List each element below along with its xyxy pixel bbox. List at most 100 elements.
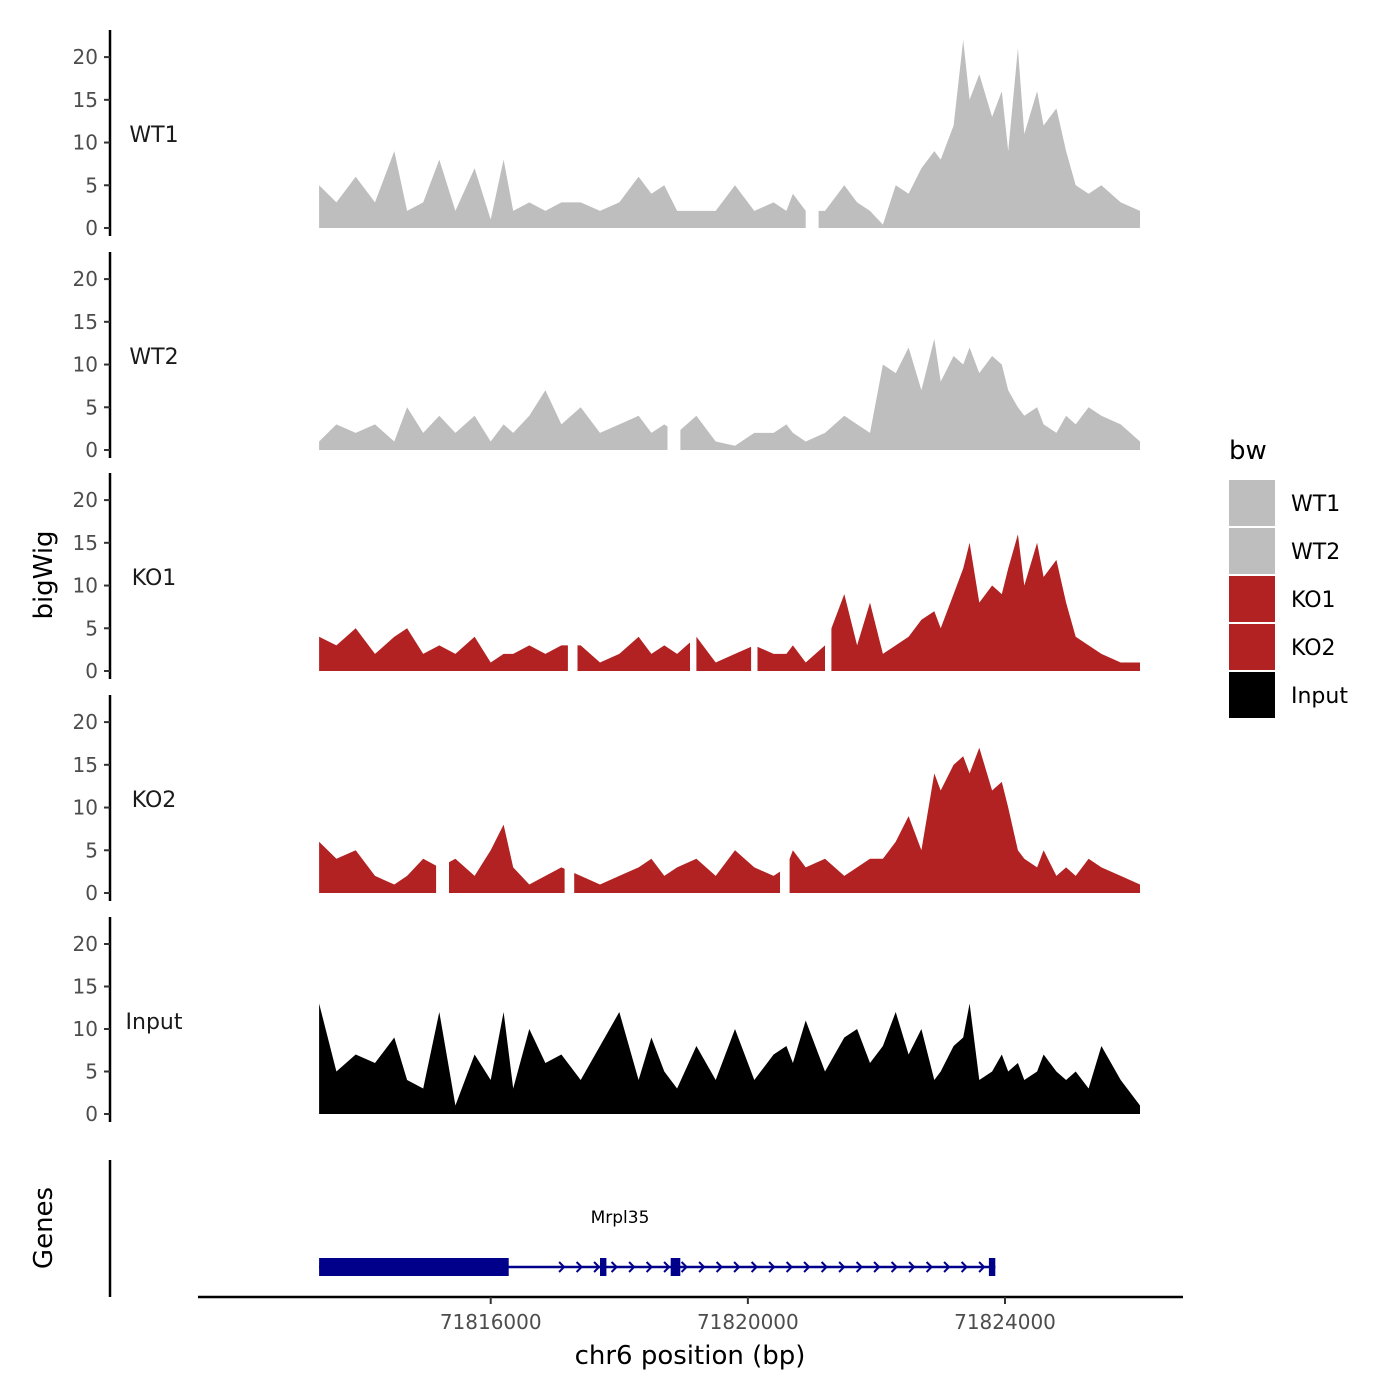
y-tick-label: 10	[73, 131, 98, 155]
x-axis: 71816000 71820000 71824000	[198, 1295, 1183, 1334]
gene-mrpl35: Mrpl35	[319, 1208, 996, 1276]
track-input: 0 5 10 15 20 Input	[73, 917, 1141, 1126]
coverage-gap	[690, 481, 697, 673]
x-axis-title: chr6 position (bp)	[575, 1341, 806, 1371]
y-tick-label: 5	[85, 395, 98, 419]
genes-track: Mrpl35	[108, 1160, 996, 1297]
track-label: KO1	[132, 566, 177, 591]
strand-arrow	[855, 1261, 863, 1273]
strand-arrow	[785, 1261, 793, 1273]
coverage-gap	[667, 260, 681, 452]
coverage-gap	[436, 703, 449, 895]
coverage-area-ko2	[319, 747, 1141, 893]
coverage-gap	[825, 481, 832, 673]
x-tick-label: 71820000	[697, 1310, 799, 1334]
gene-exon	[319, 1258, 509, 1276]
track-label: WT1	[129, 123, 178, 148]
y-tick-label: 20	[73, 488, 98, 512]
coverage-area-input	[319, 1003, 1141, 1114]
y-tick-label: 10	[73, 796, 98, 820]
y-axis-title: bigWig	[29, 530, 59, 619]
legend-label: KO2	[1291, 636, 1336, 661]
track-ko2: 0 5 10 15 20 KO2	[73, 695, 1141, 905]
y-tick-label: 5	[85, 173, 98, 197]
coverage-area-wt2	[319, 338, 1141, 450]
track-wt2: 0 5 10 15 20 WT2	[73, 252, 1141, 462]
legend-swatch	[1229, 528, 1275, 574]
gene-exon	[988, 1258, 996, 1276]
track-label: Input	[126, 1010, 183, 1035]
gene-label: Mrpl35	[591, 1208, 650, 1228]
coverage-area-wt1	[319, 40, 1141, 228]
track-label: WT2	[129, 345, 178, 370]
y-tick-label: 10	[73, 353, 98, 377]
y-tick-label: 20	[73, 45, 98, 69]
legend-title: bw	[1229, 436, 1267, 466]
strand-arrow	[575, 1261, 583, 1273]
y-tick-label: 0	[85, 881, 98, 905]
legend: bw WT1 WT2 KO1 KO2 Input	[1229, 436, 1348, 718]
y-tick-label: 0	[85, 1102, 98, 1126]
strand-arrow	[750, 1261, 758, 1273]
legend-item-input: Input	[1229, 672, 1348, 718]
legend-label: WT2	[1291, 540, 1340, 565]
legend-swatch	[1229, 624, 1275, 670]
coverage-gap	[751, 481, 758, 673]
strand-arrow	[803, 1261, 811, 1273]
y-tick-label: 20	[73, 267, 98, 291]
coverage-gap	[564, 703, 575, 895]
strand-arrow	[908, 1261, 916, 1273]
strand-arrow	[698, 1261, 706, 1273]
strand-arrow	[890, 1261, 898, 1273]
legend-item-ko2: KO2	[1229, 624, 1336, 670]
y-tick-label: 15	[73, 753, 98, 777]
strand-arrow	[978, 1261, 986, 1273]
y-tick-label: 15	[73, 88, 98, 112]
y-tick-label: 15	[73, 531, 98, 555]
y-tick-label: 5	[85, 616, 98, 640]
legend-item-wt1: WT1	[1229, 480, 1340, 526]
strand-arrow	[610, 1261, 618, 1273]
tracks-layer: 0 5 10 15 20 WT1 0 5 10 15 20 WT2 0 5 10 15 20 KO1 0 5 10 15 2…	[73, 30, 1141, 1126]
gene-exon	[670, 1258, 681, 1276]
strand-arrow	[943, 1261, 951, 1273]
strand-arrow	[925, 1261, 933, 1273]
strand-arrow	[663, 1261, 671, 1273]
legend-swatch	[1229, 672, 1275, 718]
coverage-area-ko1	[319, 534, 1141, 671]
y-tick-label: 5	[85, 1060, 98, 1084]
legend-item-ko1: KO1	[1229, 576, 1336, 622]
y-tick-label: 15	[73, 975, 98, 999]
strand-arrow	[733, 1261, 741, 1273]
y-tick-label: 20	[73, 932, 98, 956]
legend-item-wt2: WT2	[1229, 528, 1340, 574]
y-tick-label: 10	[73, 574, 98, 598]
y-tick-label: 20	[73, 710, 98, 734]
strand-arrow	[768, 1261, 776, 1273]
coverage-gap	[780, 703, 790, 895]
legend-label: Input	[1291, 684, 1348, 709]
legend-swatch	[1229, 480, 1275, 526]
coverage-gap	[567, 481, 578, 673]
track-ko1: 0 5 10 15 20 KO1	[73, 473, 1141, 683]
strand-arrow	[628, 1261, 636, 1273]
strand-arrow	[960, 1261, 968, 1273]
strand-arrow	[715, 1261, 723, 1273]
y-tick-label: 10	[73, 1017, 98, 1041]
strand-arrow	[873, 1261, 881, 1273]
strand-arrow	[820, 1261, 828, 1273]
y-tick-label: 0	[85, 659, 98, 683]
legend-label: WT1	[1291, 492, 1340, 517]
strand-arrow	[680, 1261, 688, 1273]
gene-exon	[600, 1258, 607, 1276]
genes-axis-title: Genes	[29, 1187, 59, 1269]
track-wt1: 0 5 10 15 20 WT1	[73, 30, 1141, 240]
y-tick-label: 0	[85, 438, 98, 462]
y-tick-label: 5	[85, 838, 98, 862]
legend-swatch	[1229, 576, 1275, 622]
x-tick-label: 71824000	[954, 1310, 1056, 1334]
coverage-gap	[805, 38, 819, 230]
y-tick-label: 15	[73, 310, 98, 334]
track-label: KO2	[132, 788, 177, 813]
